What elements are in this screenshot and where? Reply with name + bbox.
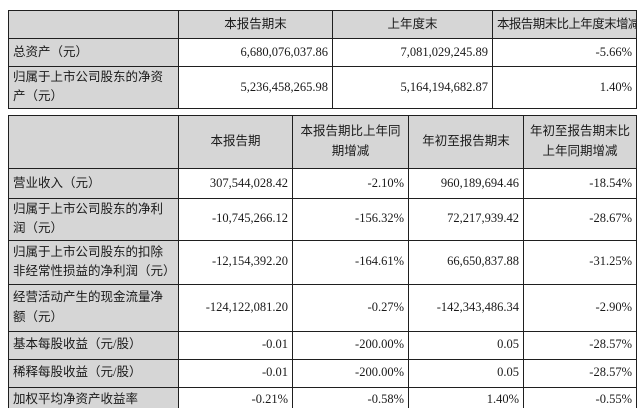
cell-value: -28.67% [523,197,637,241]
cell-value: -31.25% [523,239,637,285]
period-end-summary-table: 本报告期末 上年度末 本报告期末比上年度末增减 总资产（元） 6,680,076… [8,10,637,109]
col-header-current-period-end: 本报告期末 [178,10,333,39]
table-header-row: 本报告期 本报告期比上年同期增减 年初至报告期末 年初至报告期末比上年同期增减 [8,114,637,169]
cell-value: 5,236,458,265.98 [178,66,333,109]
cell-value: 307,544,028.42 [178,167,293,199]
cell-value: -124,122,081.20 [178,283,293,332]
table-row: 归属于上市公司股东的净利润（元） -10,745,266.12 -156.32%… [8,197,637,241]
cell-value: 6,680,076,037.86 [178,38,333,67]
table-row: 加权平均净资产收益率 -0.21% -0.58% 1.40% -0.55% [8,386,637,408]
cell-value: 66,650,837.88 [408,239,524,285]
cell-value: 0.05 [408,330,524,360]
table-row: 总资产（元） 6,680,076,037.86 7,081,029,245.89… [8,38,637,67]
cell-value: -10,745,266.12 [178,197,293,241]
col-header-change-vs-same-period: 本报告期比上年同期增减 [292,114,409,169]
cell-value: 1.40% [408,386,524,408]
cell-value: -28.57% [523,358,637,388]
table-row: 归属于上市公司股东的扣除非经常性损益的净利润（元） -12,154,392.20… [8,239,637,285]
cell-value: -142,343,486.34 [408,283,524,332]
reporting-period-summary-table: 本报告期 本报告期比上年同期增减 年初至报告期末 年初至报告期末比上年同期增减 … [8,114,637,408]
table-row: 归属于上市公司股东的净资产（元） 5,236,458,265.98 5,164,… [8,66,637,109]
cell-value: 1.40% [492,66,637,109]
row-label-net-profit-excl-nonrecurring: 归属于上市公司股东的扣除非经常性损益的净利润（元） [8,239,179,285]
table-row: 基本每股收益（元/股） -0.01 -200.00% 0.05 -28.57% [8,330,637,360]
cell-value: -0.01 [178,358,293,388]
cell-value: -156.32% [292,197,409,241]
cell-value: 72,217,939.42 [408,197,524,241]
cell-value: -18.54% [523,167,637,199]
cell-value: -5.66% [492,38,637,67]
cell-value: -0.55% [523,386,637,408]
cell-value: -164.61% [292,239,409,285]
col-header-prior-year-end: 上年度末 [332,10,493,39]
table-row: 稀释每股收益（元/股） -0.01 -200.00% 0.05 -28.57% [8,358,637,388]
row-label-diluted-eps: 稀释每股收益（元/股） [8,358,179,388]
cell-value: -0.21% [178,386,293,408]
table-row: 营业收入（元） 307,544,028.42 -2.10% 960,189,69… [8,167,637,199]
table-row: 经营活动产生的现金流量净额（元） -124,122,081.20 -0.27% … [8,283,637,332]
cell-value: -0.27% [292,283,409,332]
col-header-change-vs-prior-year-end: 本报告期末比上年度末增减 [492,10,637,39]
cell-value: -2.90% [523,283,637,332]
col-header-year-to-date: 年初至报告期末 [408,114,524,169]
col-header-ytd-change-vs-same-period: 年初至报告期末比上年同期增减 [523,114,637,169]
row-label-weighted-avg-roe: 加权平均净资产收益率 [8,386,179,408]
cell-value: 0.05 [408,358,524,388]
cell-value: -12,154,392.20 [178,239,293,285]
table-header-row: 本报告期末 上年度末 本报告期末比上年度末增减 [8,10,637,39]
row-label-operating-revenue: 营业收入（元） [8,167,179,199]
cell-value: -0.01 [178,330,293,360]
cell-value: -0.58% [292,386,409,408]
row-label-basic-eps: 基本每股收益（元/股） [8,330,179,360]
corner-cell [8,114,179,169]
row-label-net-assets-attributable: 归属于上市公司股东的净资产（元） [8,66,179,109]
row-label-net-profit-attributable: 归属于上市公司股东的净利润（元） [8,197,179,241]
row-label-total-assets: 总资产（元） [8,38,179,67]
cell-value: -2.10% [292,167,409,199]
cell-value: -200.00% [292,358,409,388]
cell-value: 7,081,029,245.89 [332,38,493,67]
cell-value: -28.57% [523,330,637,360]
cell-value: 5,164,194,682.87 [332,66,493,109]
row-label-operating-cash-flow: 经营活动产生的现金流量净额（元） [8,283,179,332]
corner-cell [8,10,179,39]
cell-value: 960,189,694.46 [408,167,524,199]
col-header-current-period: 本报告期 [178,114,293,169]
cell-value: -200.00% [292,330,409,360]
